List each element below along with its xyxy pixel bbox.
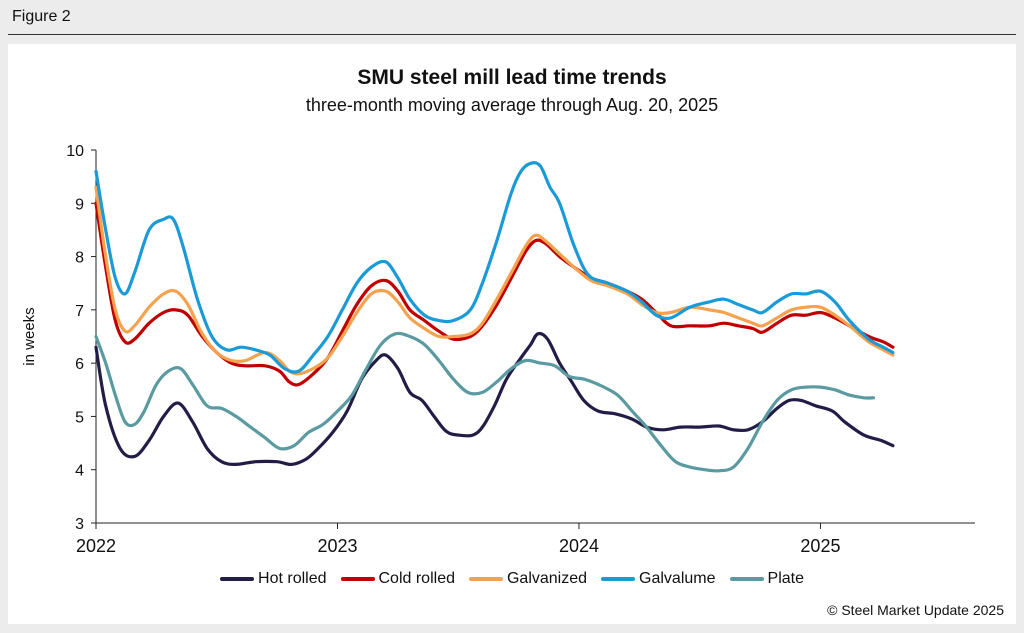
legend-swatch bbox=[468, 577, 503, 581]
series-line-plate bbox=[94, 331, 876, 473]
y-tick-label: 9 bbox=[75, 196, 84, 213]
series-lines bbox=[94, 161, 895, 473]
copyright-notice: © Steel Market Update 2025 bbox=[827, 602, 1004, 618]
series-line-galvalume bbox=[94, 161, 895, 374]
legend-swatch bbox=[340, 577, 375, 581]
axes: 3 4 5 6 7 8 9 10 2022 2023 2024 2025 in weeks bbox=[21, 143, 975, 556]
legend-swatch bbox=[220, 577, 255, 581]
chart-panel bbox=[8, 44, 1016, 624]
legend: Hot rolled Cold rolled Galvanized Galvalume… bbox=[0, 570, 1024, 588]
x-tick-label: 2024 bbox=[559, 536, 599, 556]
series-line-galvanized bbox=[94, 185, 895, 376]
legend-label: Plate bbox=[767, 570, 804, 587]
legend-swatch bbox=[601, 577, 636, 581]
series-line-cold-rolled bbox=[94, 201, 895, 387]
x-tick-label: 2025 bbox=[800, 536, 840, 556]
chart-title: SMU steel mill lead time trends bbox=[357, 66, 667, 89]
series-line-hot-rolled bbox=[94, 331, 895, 467]
y-tick-label: 5 bbox=[75, 409, 84, 426]
y-tick-label: 8 bbox=[75, 250, 84, 267]
legend-swatch bbox=[729, 577, 764, 581]
y-axis-label: in weeks bbox=[21, 307, 38, 365]
y-tick-label: 3 bbox=[75, 516, 84, 533]
legend-item-galvalume: Galvalume bbox=[601, 570, 716, 588]
x-tick-label: 2022 bbox=[76, 536, 116, 556]
chart-subtitle: three-month moving average through Aug. … bbox=[305, 95, 719, 115]
legend-item-plate: Plate bbox=[729, 570, 804, 588]
y-tick-label: 10 bbox=[66, 143, 84, 160]
x-tick-label: 2023 bbox=[317, 536, 357, 556]
legend-label: Galvalume bbox=[639, 570, 716, 587]
y-tick-label: 4 bbox=[75, 463, 84, 480]
y-tick-label: 7 bbox=[75, 303, 84, 320]
figure-divider bbox=[8, 34, 1016, 35]
legend-label: Hot rolled bbox=[258, 570, 327, 587]
y-tick-label: 6 bbox=[75, 356, 84, 373]
legend-label: Galvanized bbox=[506, 570, 588, 587]
legend-label: Cold rolled bbox=[378, 570, 455, 587]
legend-item-galvanized: Galvanized bbox=[468, 570, 588, 588]
legend-item-cold-rolled: Cold rolled bbox=[340, 570, 455, 588]
legend-item-hot-rolled: Hot rolled bbox=[220, 570, 327, 588]
figure-label: Figure 2 bbox=[12, 8, 71, 25]
